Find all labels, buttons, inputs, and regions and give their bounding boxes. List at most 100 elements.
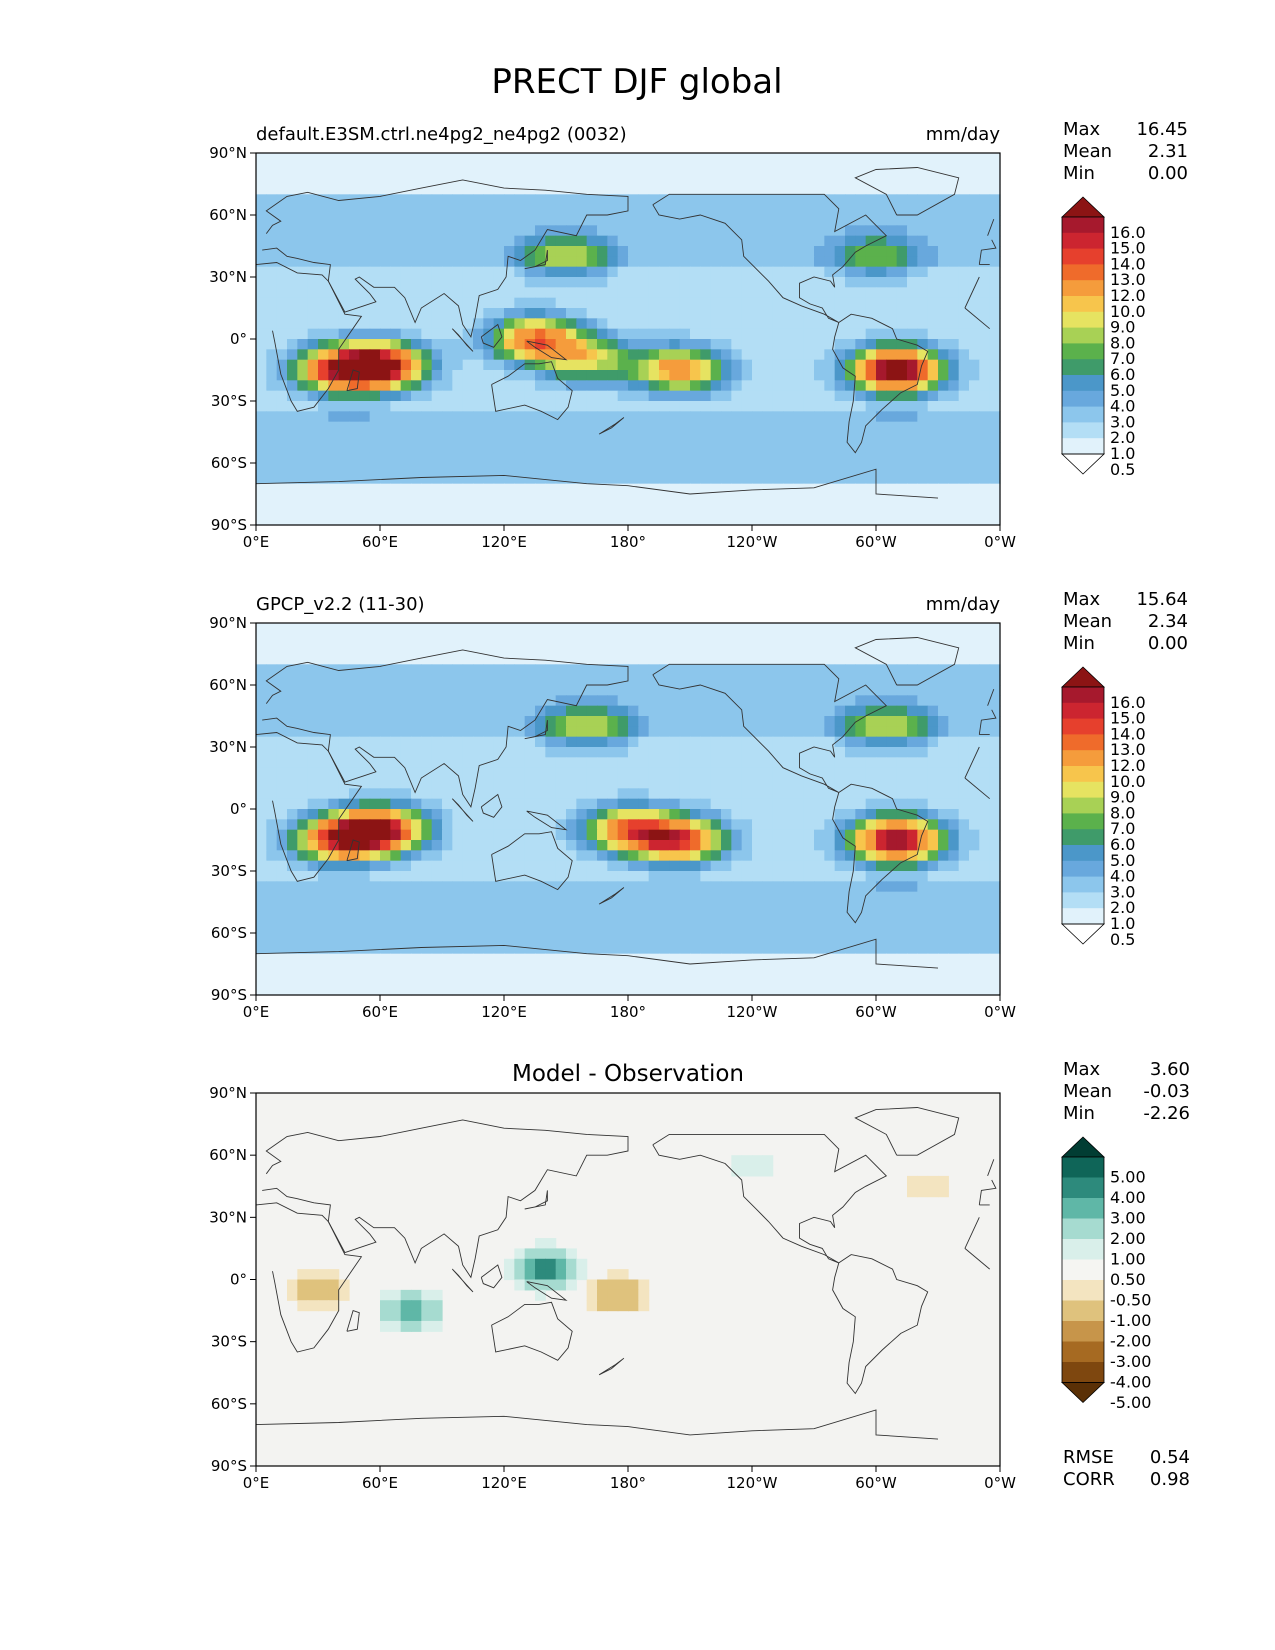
field-cell <box>256 767 267 779</box>
field-cell <box>648 829 660 841</box>
field-cell <box>452 432 464 443</box>
field-cell <box>783 390 794 402</box>
field-cell <box>473 483 484 495</box>
field-cell <box>865 716 877 727</box>
field-cell <box>555 716 567 727</box>
field-cell <box>535 246 546 257</box>
field-cell <box>421 736 433 748</box>
field-cell <box>462 359 474 371</box>
field-cell <box>555 225 567 237</box>
field-cell <box>483 390 495 402</box>
field-cell <box>411 912 422 924</box>
field-cell <box>938 483 949 495</box>
field-cell <box>287 767 298 779</box>
field-cell <box>256 798 267 810</box>
field-cell <box>772 643 784 655</box>
field-cell <box>524 767 536 779</box>
field-cell <box>989 256 1001 268</box>
field-cell <box>617 153 629 164</box>
field-cell <box>896 902 908 913</box>
field-cell <box>535 695 546 707</box>
field-cell <box>369 767 381 779</box>
field-cell <box>907 339 918 350</box>
field-cell <box>876 411 887 423</box>
field-cell <box>648 390 660 402</box>
field-cell <box>390 716 402 727</box>
field-cell <box>555 411 567 423</box>
field-cell <box>266 902 278 913</box>
field-cell <box>917 891 929 903</box>
field-cell <box>679 514 691 526</box>
field-cell <box>710 902 722 913</box>
field-cell <box>390 246 402 257</box>
field-cell <box>855 943 867 955</box>
field-cell <box>307 860 319 872</box>
field-cell <box>421 390 433 402</box>
field-cell <box>834 778 846 789</box>
field-cell <box>535 504 546 516</box>
field-cell <box>669 623 681 634</box>
field-cell <box>545 736 557 748</box>
field-cell <box>710 757 722 769</box>
field-cell <box>886 297 898 309</box>
field-cell <box>349 891 360 903</box>
field-cell <box>256 747 267 758</box>
field-cell <box>710 850 722 862</box>
field-cell <box>318 494 329 505</box>
field-cell <box>514 184 526 195</box>
field-cell <box>969 390 980 402</box>
field-cell <box>710 716 722 727</box>
field-cell <box>431 401 443 412</box>
field-cell <box>979 204 991 216</box>
field-cell <box>483 194 495 206</box>
field-cell <box>349 380 360 392</box>
field-cell <box>380 871 391 882</box>
field-cell <box>824 922 836 934</box>
colorbar-band <box>1062 327 1104 344</box>
field-cell <box>710 664 722 676</box>
field-cell <box>462 716 474 727</box>
field-cell <box>576 819 588 831</box>
field-cell <box>628 664 639 676</box>
field-cell <box>359 266 371 278</box>
stat-value-max: 16.45 <box>1136 119 1188 140</box>
field-cell <box>545 452 557 464</box>
field-cell <box>865 452 877 464</box>
field-cell <box>297 463 309 474</box>
field-cell <box>793 778 805 789</box>
field-cell <box>638 778 650 789</box>
field-cell <box>400 287 412 299</box>
field-cell <box>421 633 433 645</box>
field-cell <box>752 452 763 464</box>
field-cell <box>473 767 484 779</box>
field-cell <box>493 421 505 433</box>
field-cell <box>845 747 856 758</box>
field-cell <box>886 359 898 371</box>
field-cell <box>576 654 588 665</box>
field-cell <box>328 933 340 944</box>
field-cell <box>411 225 422 237</box>
field-cell <box>607 432 619 443</box>
field-cell <box>462 194 474 206</box>
field-cell <box>545 215 557 226</box>
field-cell <box>338 401 350 412</box>
field-cell <box>390 891 402 903</box>
field-cell <box>369 473 381 485</box>
field-cell <box>276 235 288 247</box>
field-cell <box>979 452 991 464</box>
field-cell <box>349 401 360 412</box>
field-cell <box>369 705 381 717</box>
field-cell <box>824 266 836 278</box>
field-cell <box>989 633 1001 645</box>
field-cell <box>276 401 288 412</box>
field-cell <box>783 902 794 913</box>
field-cell <box>380 463 391 474</box>
field-cell <box>700 819 712 831</box>
field-cell <box>628 463 639 474</box>
field-cell <box>865 204 877 216</box>
field-cell <box>741 421 753 433</box>
field-cell <box>400 674 412 686</box>
field-cell <box>504 421 515 433</box>
field-cell <box>276 318 288 330</box>
field-cell <box>380 695 391 707</box>
